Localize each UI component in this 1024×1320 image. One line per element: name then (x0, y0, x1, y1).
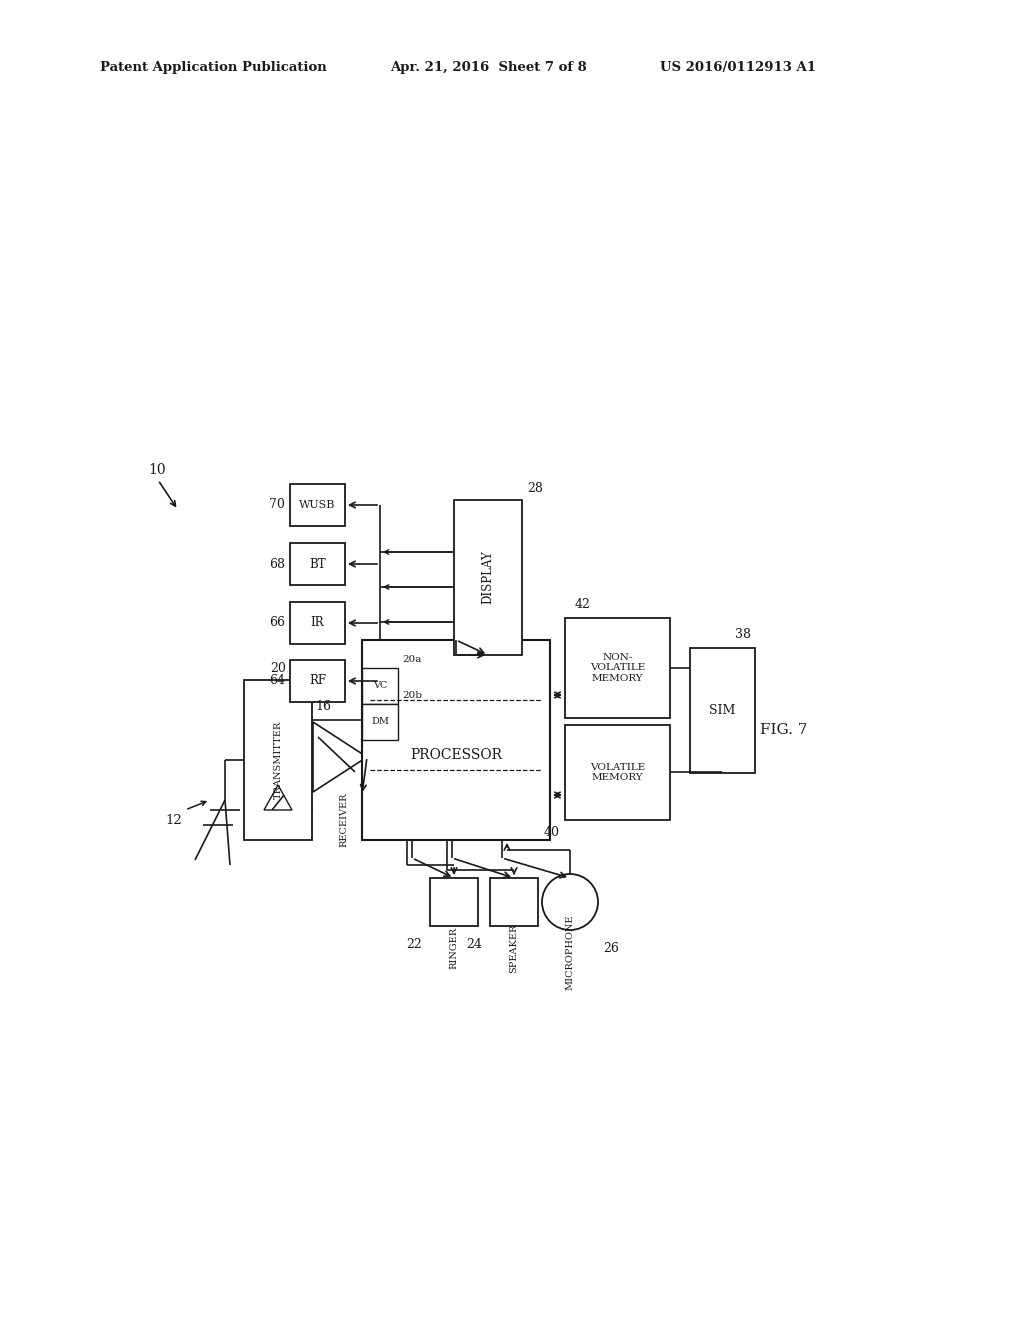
Bar (565, 618, 670, 718)
Text: MICROPHONE: MICROPHONE (565, 915, 574, 990)
Text: RECEIVER: RECEIVER (340, 793, 348, 847)
Text: DISPLAY: DISPLAY (481, 550, 495, 605)
Text: BT: BT (309, 557, 326, 570)
Bar (244, 680, 312, 840)
Text: 28: 28 (527, 482, 543, 495)
Text: 26: 26 (603, 941, 618, 954)
Text: 20b: 20b (402, 692, 422, 701)
Text: 40: 40 (544, 825, 560, 838)
Text: 70: 70 (269, 499, 285, 511)
Bar (490, 878, 538, 927)
Text: DM: DM (371, 718, 389, 726)
Text: US 2016/0112913 A1: US 2016/0112913 A1 (660, 62, 816, 74)
Text: RINGER: RINGER (450, 927, 459, 969)
Bar (565, 725, 670, 820)
Text: 20: 20 (270, 661, 286, 675)
Bar (454, 500, 522, 655)
Text: 64: 64 (269, 675, 285, 688)
Text: 16: 16 (315, 701, 331, 714)
Text: 22: 22 (407, 937, 422, 950)
Text: RF: RF (309, 675, 326, 688)
Text: VOLATILE
MEMORY: VOLATILE MEMORY (590, 763, 645, 783)
Text: Patent Application Publication: Patent Application Publication (100, 62, 327, 74)
Text: 42: 42 (575, 598, 591, 610)
Bar (362, 640, 550, 840)
Polygon shape (264, 785, 292, 810)
Text: 38: 38 (734, 627, 751, 640)
Bar (290, 543, 345, 585)
Text: 10: 10 (148, 463, 166, 477)
Text: 66: 66 (269, 616, 285, 630)
Text: VC: VC (373, 681, 387, 690)
Text: SIM: SIM (710, 704, 735, 717)
Bar (290, 602, 345, 644)
Text: TRANSMITTER: TRANSMITTER (273, 721, 283, 799)
Text: 24: 24 (466, 937, 482, 950)
Text: 12: 12 (165, 813, 181, 826)
Circle shape (542, 874, 598, 931)
Text: PROCESSOR: PROCESSOR (410, 748, 502, 762)
Polygon shape (313, 722, 367, 792)
Text: WUSB: WUSB (299, 500, 336, 510)
Bar (290, 484, 345, 525)
Bar (362, 668, 398, 704)
Text: NON-
VOLATILE
MEMORY: NON- VOLATILE MEMORY (590, 653, 645, 682)
Bar (290, 660, 345, 702)
Text: IR: IR (310, 616, 325, 630)
Bar (362, 704, 398, 741)
Text: 20a: 20a (402, 656, 421, 664)
Text: Apr. 21, 2016  Sheet 7 of 8: Apr. 21, 2016 Sheet 7 of 8 (390, 62, 587, 74)
Text: FIG. 7: FIG. 7 (760, 723, 808, 737)
Text: SPEAKER: SPEAKER (510, 923, 518, 973)
Text: 68: 68 (269, 557, 285, 570)
Bar (690, 648, 755, 774)
Bar (430, 878, 478, 927)
